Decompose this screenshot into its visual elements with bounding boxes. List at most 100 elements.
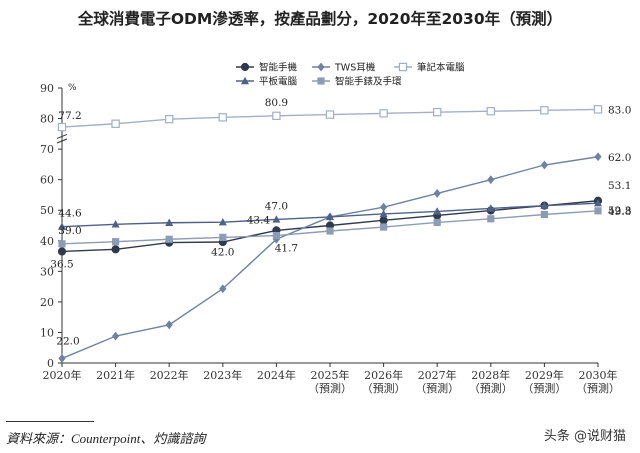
data-point [379, 109, 388, 118]
data-point [326, 212, 334, 221]
data-point [165, 320, 173, 330]
data-label: 44.6 [58, 208, 82, 220]
legend-label: TWS耳機 [334, 62, 376, 74]
series-lines [57, 105, 603, 363]
series-line [61, 156, 599, 360]
data-point [219, 233, 227, 242]
data-point [593, 105, 603, 114]
x-tick-label: 2028年 [471, 368, 510, 382]
x-tick-label: 2029年 [525, 368, 564, 382]
data-point [594, 207, 602, 215]
data-point [272, 231, 280, 240]
x-tick-label: 2025年 [311, 368, 350, 382]
data-label: 77.2 [58, 110, 81, 122]
data-point [433, 107, 442, 117]
data-label: 41.7 [275, 243, 298, 255]
data-point [112, 331, 120, 341]
x-tick-label: 2024年 [257, 368, 296, 382]
data-label: 53.1 [608, 180, 631, 192]
x-tick-sublabel: （預測） [308, 381, 352, 395]
x-tick-sublabel: （預測） [362, 381, 406, 395]
data-label: 83.0 [608, 104, 631, 116]
data-point [594, 198, 602, 207]
y-tick-label: 40 [40, 235, 54, 248]
data-point [111, 245, 120, 254]
data-label: 39.0 [58, 225, 81, 237]
data-point [57, 122, 67, 132]
data-point [218, 113, 227, 122]
x-tick-label: 2022年 [150, 368, 189, 382]
legend-label: 智能手錶及手環 [335, 76, 402, 88]
data-point [487, 175, 495, 185]
data-label: 36.5 [50, 258, 73, 270]
data-label: 52.3 [608, 205, 631, 217]
legend-label: 智能手機 [259, 62, 298, 74]
watermark: 头条 @说财猫 [543, 429, 626, 444]
data-point [379, 209, 388, 218]
y-tick-label: 0 [47, 357, 54, 370]
x-tick-label: 2026年 [364, 368, 403, 382]
data-point [540, 201, 549, 209]
data-point [112, 238, 120, 246]
legend-swatch-marker [317, 77, 325, 85]
legend-label: 平板電腦 [259, 76, 298, 88]
source-divider [6, 421, 94, 422]
data-point [58, 354, 66, 363]
data-point [165, 235, 173, 243]
data-point [165, 114, 174, 124]
data-point [594, 152, 602, 162]
data-label: 43.4 [247, 214, 271, 226]
data-point [326, 227, 334, 235]
y-tick-label: 60 [40, 174, 54, 187]
y-tick-label: 20 [40, 296, 54, 309]
legend-swatch-marker [240, 62, 250, 72]
y-tick-label: 30 [40, 265, 54, 278]
data-point [272, 234, 280, 244]
data-point [219, 284, 227, 294]
x-tick-sublabel: （預測） [522, 381, 566, 395]
data-point [380, 202, 388, 212]
axis-break-mark [56, 133, 68, 144]
legend-swatch-marker [398, 62, 408, 72]
data-point [165, 218, 174, 226]
y-tick-label: 70 [40, 143, 54, 156]
data-point [486, 204, 495, 212]
data-point [540, 160, 548, 170]
data-point [540, 106, 549, 115]
x-tick-sublabel: （預測） [469, 381, 513, 395]
data-point [58, 240, 66, 248]
x-tick-label: 2030年 [579, 368, 618, 382]
data-label: 80.9 [265, 97, 288, 109]
chart-title: 全球消費電子ODM滲透率，按產品劃分，2020年至2030年（預測） [77, 9, 562, 28]
data-point [433, 189, 441, 198]
x-tick-sublabel: （預測） [415, 381, 459, 395]
legend-swatch-marker [317, 62, 325, 72]
x-tick-label: 2023年 [203, 368, 242, 382]
data-point [379, 216, 388, 225]
data-point [487, 215, 495, 223]
data-point [57, 247, 67, 256]
data-label: 49.8 [608, 206, 631, 218]
data-point [380, 223, 388, 231]
data-point [58, 222, 66, 230]
data-point [325, 110, 335, 119]
y-axis-unit: % [68, 83, 77, 93]
y-tick-label: 90 [40, 82, 54, 95]
y-tick-label: 80 [40, 113, 54, 126]
source-note: 資料來源：Counterpoint、灼識諮詢 [6, 431, 206, 446]
y-tick-label: 10 [40, 326, 54, 339]
axes: 0 10 20 30 40 50 60 70 80 90 % 2020年 2021年 2022年 2023年… [40, 82, 620, 395]
data-point [272, 215, 281, 223]
data-point [111, 119, 120, 128]
data-label: 47.0 [265, 200, 288, 212]
data-point [486, 107, 496, 116]
x-tick-label: 2021年 [96, 368, 135, 382]
legend-label: 筆記本電腦 [417, 62, 465, 74]
data-labels: 36.5 43.4 53.1 22.0 62.0 77.2 80.9 83.0 44.6 47.0… [50, 97, 631, 348]
data-point [218, 217, 227, 226]
y-tick-label: 50 [40, 204, 54, 217]
data-point [272, 111, 281, 121]
x-tick-sublabel: （預測） [576, 381, 620, 395]
